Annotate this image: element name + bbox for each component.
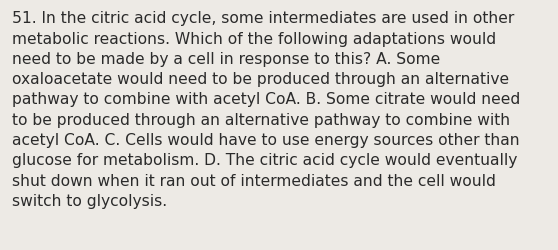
Text: 51. In the citric acid cycle, some intermediates are used in other
metabolic rea: 51. In the citric acid cycle, some inter… [12,11,521,208]
